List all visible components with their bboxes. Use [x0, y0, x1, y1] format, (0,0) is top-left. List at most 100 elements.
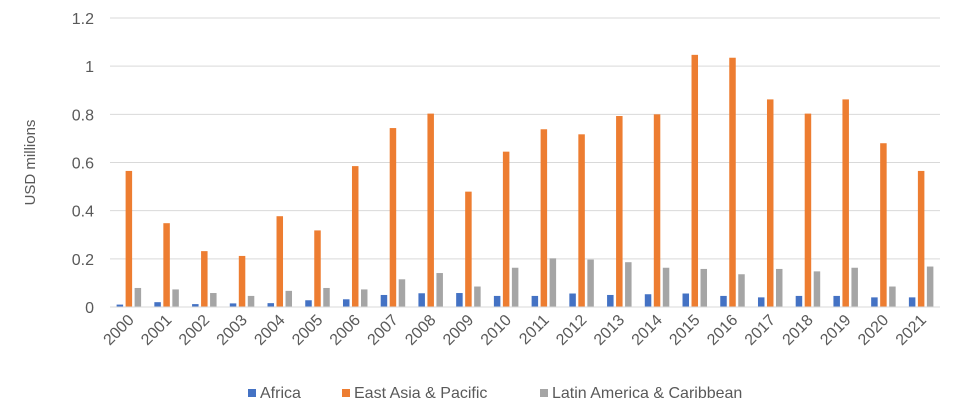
bar-africa-2019: [833, 295, 840, 307]
bar-latin-america-caribbean-2009: [474, 286, 481, 307]
gridlines: [110, 17, 940, 260]
bar-latin-america-caribbean-2005: [323, 287, 330, 307]
bar-latin-america-caribbean-2003: [247, 295, 255, 307]
x-tick-label: 2007: [365, 312, 402, 349]
bar-east-asia-pacific-2005: [314, 230, 321, 307]
bar-latin-america-caribbean-2021: [926, 266, 934, 307]
bar-africa-2005: [305, 300, 312, 307]
bar-latin-america-caribbean-2020: [889, 286, 896, 307]
bar-africa-2008: [418, 293, 425, 307]
bar-east-asia-pacific-2007: [389, 128, 397, 307]
bar-latin-america-caribbean-2006: [360, 289, 368, 307]
bar-latin-america-caribbean-2017: [775, 268, 783, 307]
y-tick-label: 0.8: [72, 107, 94, 124]
bar-latin-america-caribbean-2002: [210, 293, 217, 307]
bar-africa-2015: [682, 293, 690, 307]
y-axis-label: USD millions: [22, 120, 39, 206]
x-tick-label: 2002: [176, 312, 213, 349]
bar-africa-2000: [116, 304, 124, 307]
bar-latin-america-caribbean-2007: [398, 279, 406, 307]
legend-swatch: [248, 389, 256, 397]
y-axis-tick-labels: 0 0.2 0.4 0.6 0.8 1 1.2: [72, 11, 94, 317]
bar-latin-america-caribbean-2016: [738, 274, 745, 307]
bar-africa-2021: [908, 297, 916, 307]
bar-africa-2017: [757, 297, 765, 307]
bar-east-asia-pacific-2012: [578, 134, 585, 307]
bar-east-asia-pacific-2020: [880, 143, 887, 307]
bar-east-asia-pacific-2013: [616, 116, 623, 308]
bar-latin-america-caribbean-2010: [511, 267, 519, 307]
bar-east-asia-pacific-2010: [502, 151, 510, 307]
bar-latin-america-caribbean-2014: [662, 267, 670, 307]
y-tick-label: 0: [85, 300, 94, 317]
bar-latin-america-caribbean-2018: [813, 271, 821, 307]
x-tick-label: 2021: [893, 312, 930, 349]
x-tick-label: 2006: [327, 312, 364, 349]
bar-east-asia-pacific-2015: [691, 54, 699, 307]
x-tick-label: 2019: [817, 312, 854, 349]
bar-latin-america-caribbean-2015: [700, 268, 708, 307]
bars: [116, 54, 934, 308]
bar-africa-2004: [267, 303, 275, 307]
bar-latin-america-caribbean-2008: [436, 273, 443, 307]
bar-africa-2001: [154, 302, 161, 307]
bar-latin-america-caribbean-2013: [625, 262, 632, 307]
y-tick-label: 1.2: [72, 11, 94, 28]
x-tick-label: 2000: [101, 312, 138, 349]
x-tick-label: 2014: [629, 312, 666, 349]
x-tick-label: 2013: [591, 312, 628, 349]
y-tick-label: 0.6: [72, 156, 94, 173]
bar-east-asia-pacific-2008: [427, 113, 434, 307]
bar-latin-america-caribbean-2011: [549, 258, 557, 307]
x-tick-label: 2015: [666, 312, 703, 349]
bar-africa-2006: [342, 299, 350, 307]
bar-east-asia-pacific-2009: [465, 191, 472, 307]
bar-latin-america-caribbean-2012: [587, 259, 594, 307]
bar-africa-2011: [531, 295, 539, 307]
x-tick-label: 2009: [440, 312, 477, 349]
bar-africa-2013: [607, 294, 614, 307]
x-tick-label: 2001: [138, 312, 175, 349]
bar-africa-2018: [795, 295, 803, 307]
x-tick-label: 2012: [553, 312, 590, 349]
bar-east-asia-pacific-2019: [842, 99, 849, 308]
legend-label: East Asia & Pacific: [354, 385, 487, 402]
x-tick-label: 2010: [478, 312, 515, 349]
bar-east-asia-pacific-2000: [125, 170, 133, 307]
bar-africa-2020: [871, 297, 878, 307]
bar-latin-america-caribbean-2000: [134, 287, 142, 307]
bar-latin-america-caribbean-2001: [172, 289, 179, 307]
bar-east-asia-pacific-2004: [276, 216, 284, 307]
bar-east-asia-pacific-2018: [804, 113, 812, 307]
y-tick-label: 1: [85, 59, 94, 76]
bar-east-asia-pacific-2006: [351, 166, 359, 307]
legend-swatch: [540, 389, 548, 397]
bar-east-asia-pacific-2017: [766, 99, 774, 308]
bar-latin-america-caribbean-2019: [851, 267, 858, 307]
bar-africa-2014: [644, 294, 652, 307]
bar-africa-2016: [720, 295, 727, 307]
bar-africa-2007: [380, 294, 388, 307]
x-tick-label: 2011: [516, 312, 552, 348]
bar-africa-2009: [456, 293, 463, 307]
y-tick-label: 0.4: [72, 204, 94, 221]
bar-africa-2010: [493, 295, 501, 307]
x-tick-label: 2004: [251, 312, 288, 349]
legend-label: Africa: [260, 385, 301, 402]
legend-swatch: [342, 389, 350, 397]
bar-africa-2012: [569, 293, 576, 307]
bar-latin-america-caribbean-2004: [285, 290, 293, 307]
x-axis-tick-labels: 2000 2001 2002 2003 2004 2005 2006 2007 2008 2009…: [101, 312, 931, 349]
bar-east-asia-pacific-2016: [729, 57, 736, 307]
bar-africa-2002: [192, 304, 199, 307]
x-tick-label: 2016: [704, 312, 741, 349]
bar-east-asia-pacific-2011: [540, 129, 548, 307]
x-tick-label: 2018: [780, 312, 817, 349]
x-tick-label: 2020: [855, 312, 892, 349]
legend-label: Latin America & Caribbean: [552, 385, 742, 402]
bar-east-asia-pacific-2001: [163, 223, 170, 307]
x-tick-label: 2005: [289, 312, 326, 349]
x-tick-label: 2017: [742, 312, 779, 349]
bar-east-asia-pacific-2014: [653, 114, 661, 307]
